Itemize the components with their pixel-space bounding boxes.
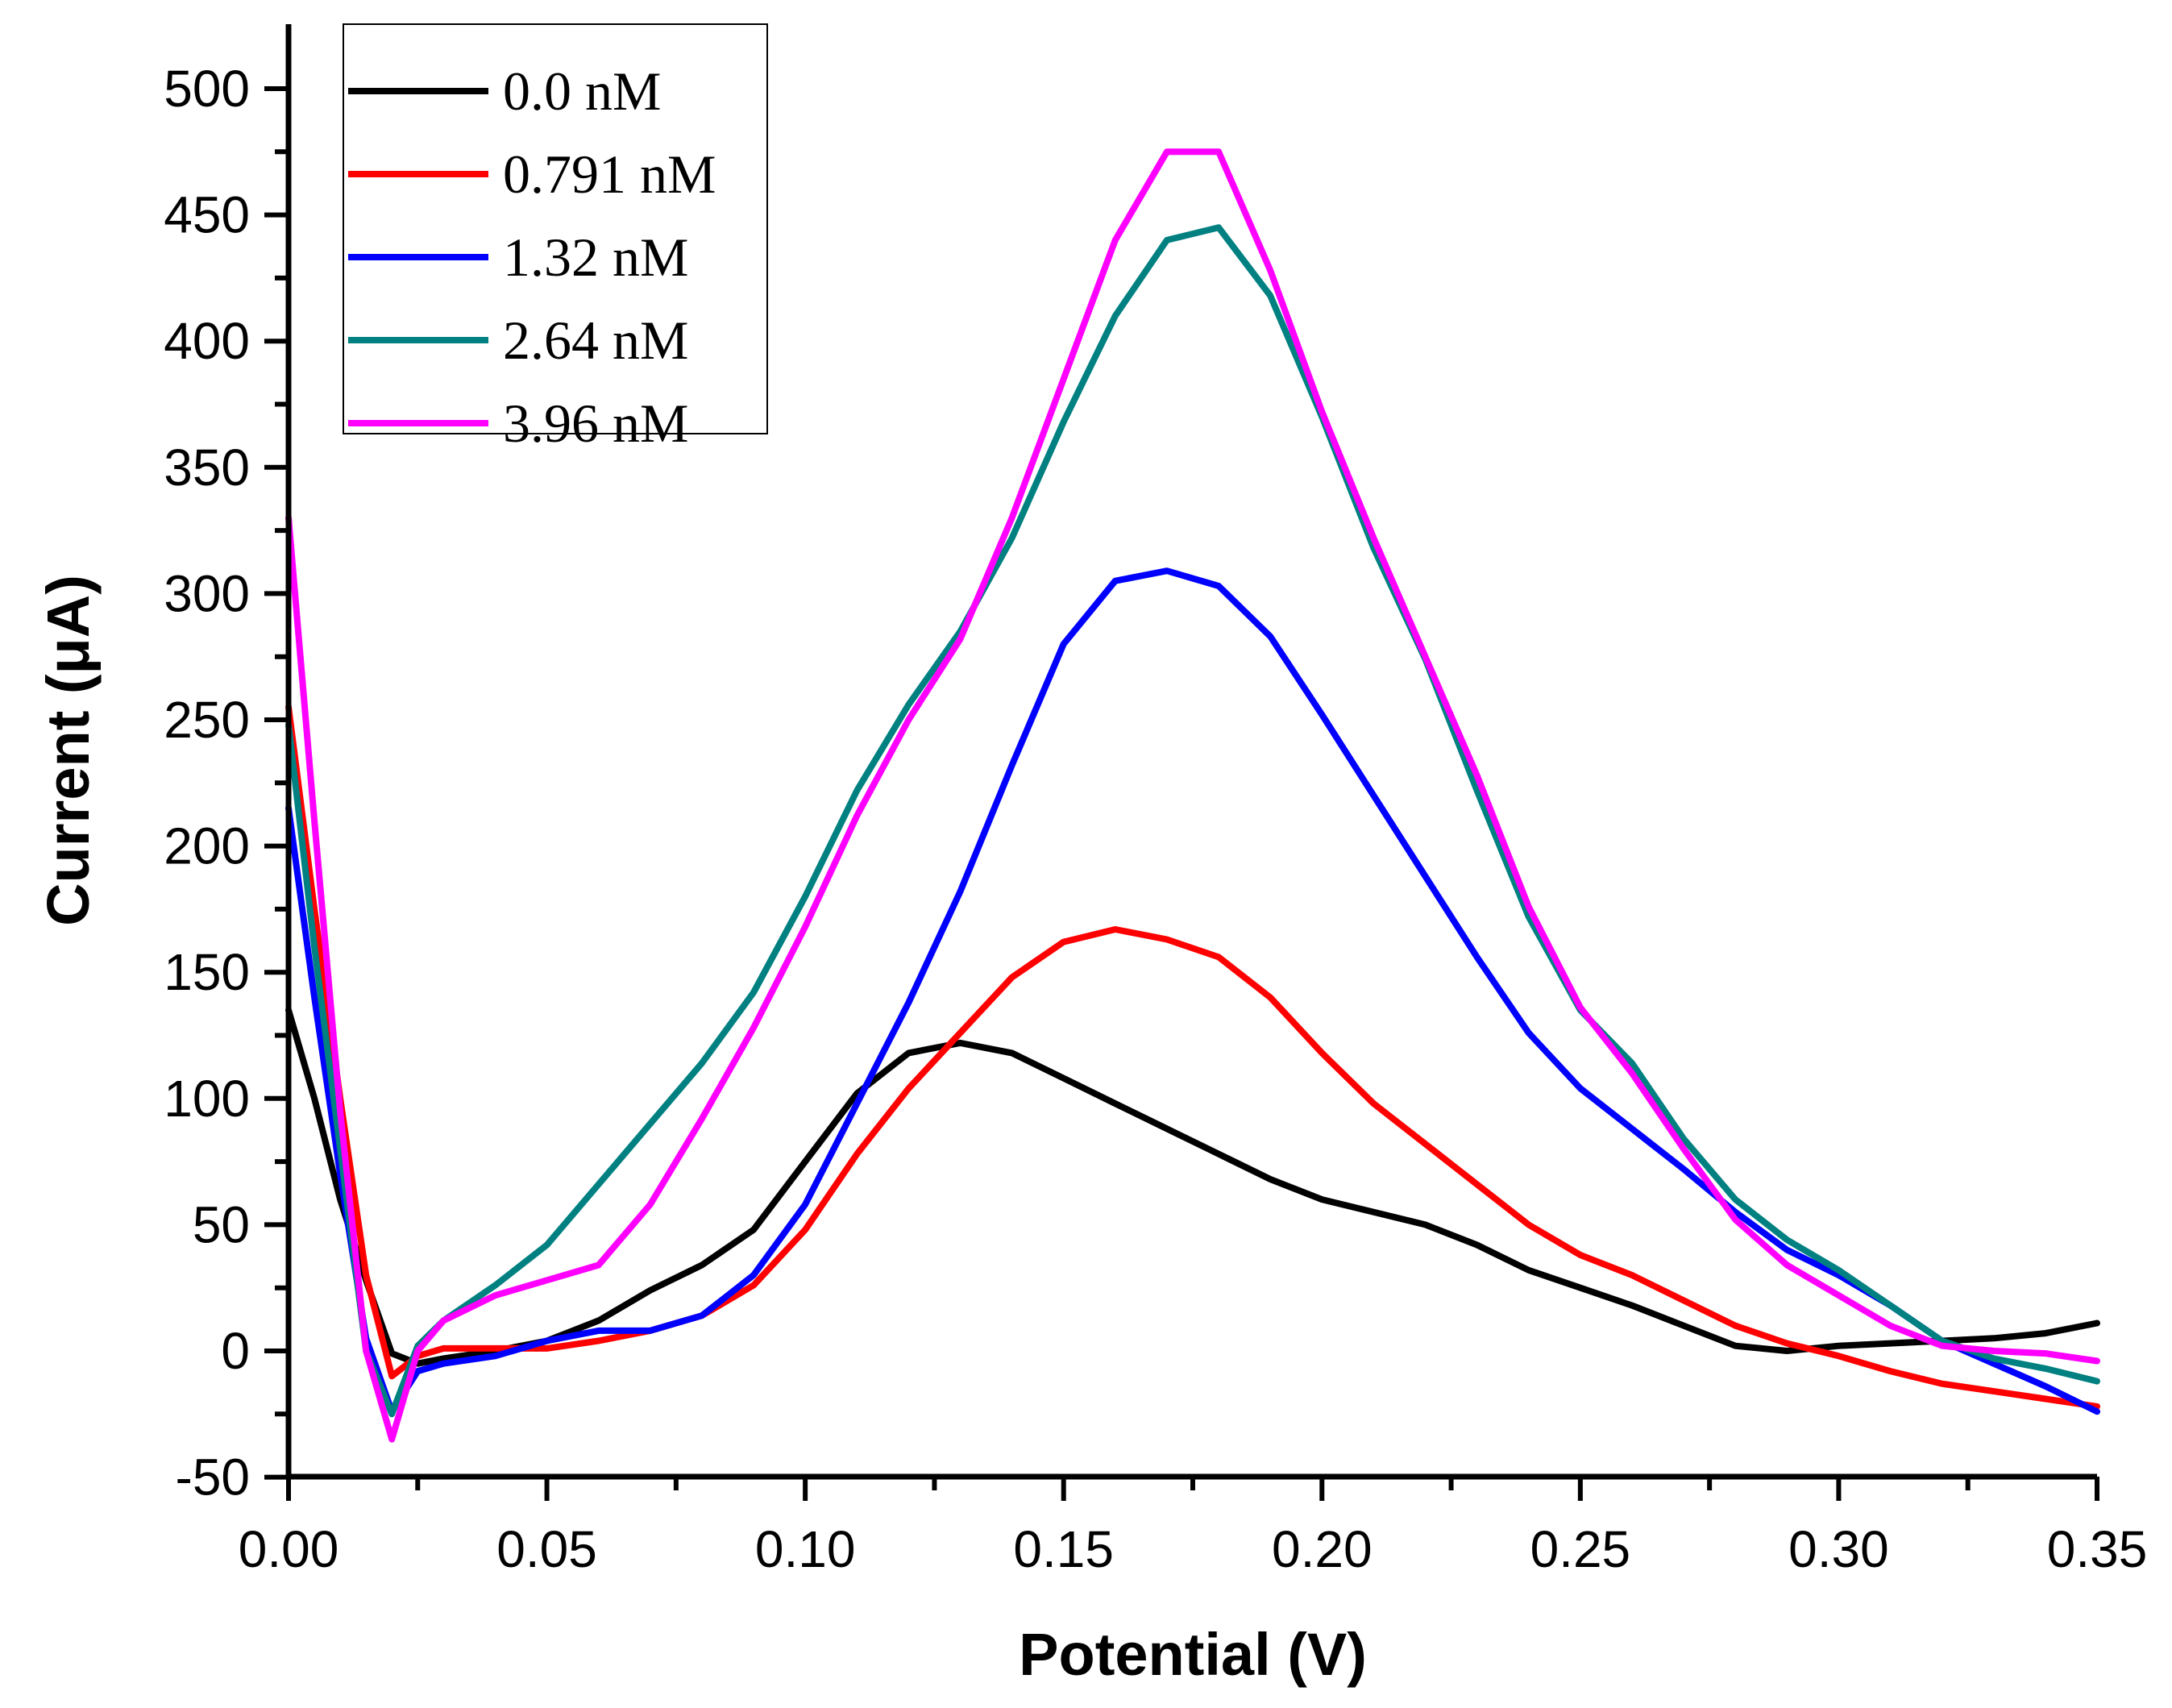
series-line-3 <box>285 567 2100 1415</box>
series-line-1 <box>285 1007 2100 1367</box>
y-tick-label: 300 <box>164 564 250 622</box>
series-line-2 <box>285 704 2100 1410</box>
y-tick-label: 150 <box>164 943 250 1001</box>
legend-label-1: 0.0 nM <box>503 60 661 122</box>
legend-label-5: 3.96 nM <box>503 393 688 454</box>
x-tick-label: 0.05 <box>496 1520 597 1578</box>
y-tick-label: 450 <box>164 186 250 244</box>
y-axis-title: Current (μA) <box>35 575 102 926</box>
x-tick-label: 0.10 <box>755 1520 856 1578</box>
y-tick-label: 500 <box>164 60 250 118</box>
x-tick-label: 0.15 <box>1013 1520 1114 1578</box>
x-tick-label: 0.35 <box>2047 1520 2148 1578</box>
x-tick-label: 0.25 <box>1530 1520 1631 1578</box>
x-axis-title: Potential (V) <box>1019 1621 1367 1688</box>
y-tick-label: 0 <box>221 1322 250 1380</box>
y-tick-label: 250 <box>164 691 250 749</box>
y-tick-label: -50 <box>176 1448 251 1506</box>
series-line-5 <box>285 148 2100 1443</box>
y-tick-label: 400 <box>164 312 250 370</box>
x-axis-ticks: 0.00 0.05 0.10 0.15 0.20 0.25 0.30 0.35 <box>239 1477 2148 1578</box>
x-tick-label: 0.20 <box>1272 1520 1373 1578</box>
y-tick-label: 200 <box>164 817 250 875</box>
y-tick-label: 100 <box>164 1070 250 1128</box>
x-tick-label: 0.00 <box>239 1520 339 1578</box>
legend-label-4: 2.64 nM <box>503 310 688 371</box>
y-tick-label: 350 <box>164 438 250 497</box>
y-axis-ticks: -50 0 50 100 150 200 250 300 350 400 450 500 <box>164 60 289 1506</box>
x-tick-label: 0.30 <box>1788 1520 1889 1578</box>
legend-label-2: 0.791 nM <box>503 143 716 205</box>
series-layer <box>285 148 2100 1443</box>
legend-label-3: 1.32 nM <box>503 226 688 288</box>
y-tick-label: 50 <box>193 1195 250 1253</box>
legend: 0.0 nM 0.791 nM 1.32 nM 2.64 nM 3.96 nM <box>343 23 768 454</box>
